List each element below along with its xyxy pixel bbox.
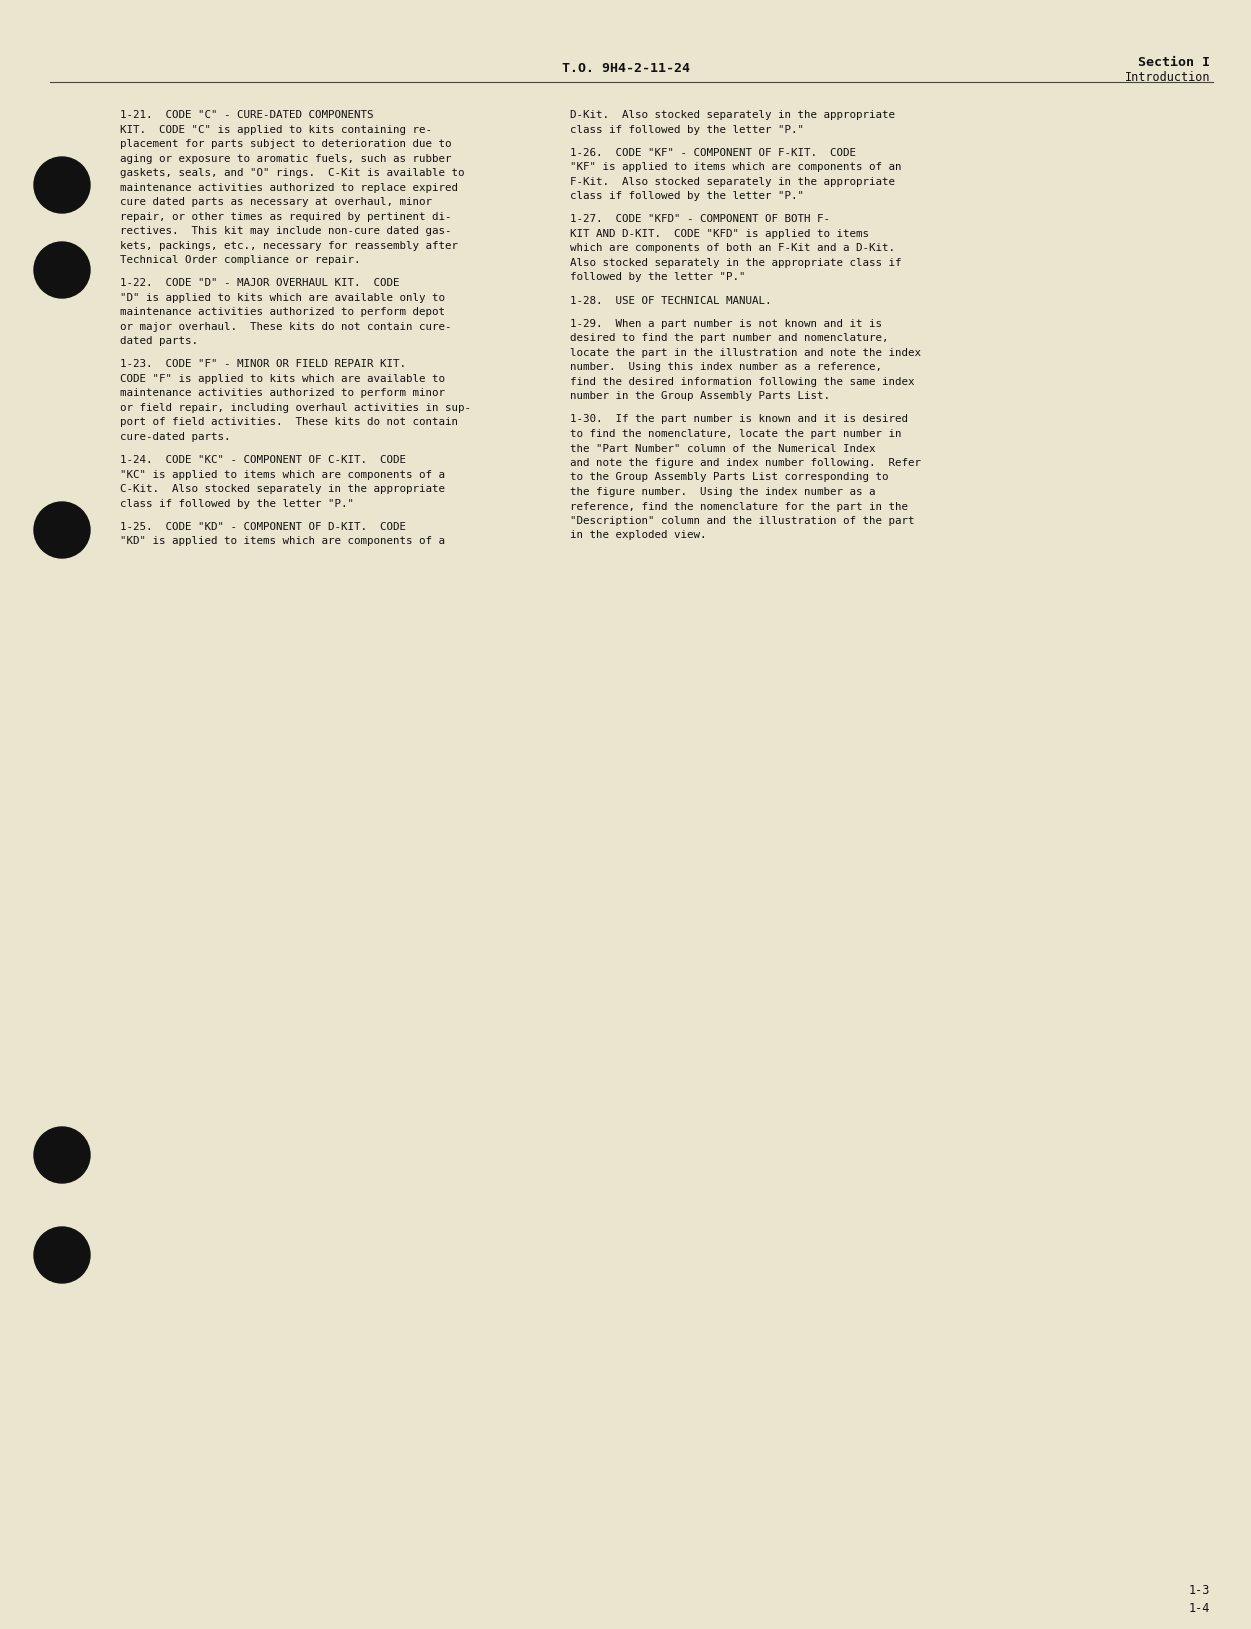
Text: 1-21.  CODE "C" - CURE-DATED COMPONENTS: 1-21. CODE "C" - CURE-DATED COMPONENTS	[120, 111, 374, 121]
Text: 1-4: 1-4	[1188, 1601, 1210, 1614]
Text: class if followed by the letter "P.": class if followed by the letter "P."	[570, 124, 804, 135]
Text: 1-27.  CODE "KFD" - COMPONENT OF BOTH F-: 1-27. CODE "KFD" - COMPONENT OF BOTH F-	[570, 215, 829, 225]
Circle shape	[34, 243, 90, 298]
Text: or field repair, including overhaul activities in sup-: or field repair, including overhaul acti…	[120, 402, 470, 412]
Text: "KD" is applied to items which are components of a: "KD" is applied to items which are compo…	[120, 536, 445, 546]
Text: cure-dated parts.: cure-dated parts.	[120, 432, 230, 441]
Text: Section I: Section I	[1138, 55, 1210, 68]
Text: KIT AND D-KIT.  CODE "KFD" is applied to items: KIT AND D-KIT. CODE "KFD" is applied to …	[570, 230, 869, 239]
Text: or major overhaul.  These kits do not contain cure-: or major overhaul. These kits do not con…	[120, 321, 452, 332]
Text: placement for parts subject to deterioration due to: placement for parts subject to deteriora…	[120, 138, 452, 148]
Text: "D" is applied to kits which are available only to: "D" is applied to kits which are availab…	[120, 293, 445, 303]
Text: repair, or other times as required by pertinent di-: repair, or other times as required by pe…	[120, 212, 452, 222]
Text: Also stocked separately in the appropriate class if: Also stocked separately in the appropria…	[570, 257, 902, 267]
Text: 1-30.  If the part number is known and it is desired: 1-30. If the part number is known and it…	[570, 414, 908, 425]
Text: to find the nomenclature, locate the part number in: to find the nomenclature, locate the par…	[570, 428, 902, 438]
Text: followed by the letter "P.": followed by the letter "P."	[570, 272, 746, 282]
Text: C-Kit.  Also stocked separately in the appropriate: C-Kit. Also stocked separately in the ap…	[120, 484, 445, 494]
Text: "Description" column and the illustration of the part: "Description" column and the illustratio…	[570, 516, 914, 526]
Text: maintenance activities authorized to perform depot: maintenance activities authorized to per…	[120, 308, 445, 318]
Text: KIT.  CODE "C" is applied to kits containing re-: KIT. CODE "C" is applied to kits contain…	[120, 124, 432, 135]
Text: the "Part Number" column of the Numerical Index: the "Part Number" column of the Numerica…	[570, 443, 876, 453]
Text: 1-3: 1-3	[1188, 1583, 1210, 1596]
Text: kets, packings, etc., necessary for reassembly after: kets, packings, etc., necessary for reas…	[120, 241, 458, 251]
Text: 1-22.  CODE "D" - MAJOR OVERHAUL KIT.  CODE: 1-22. CODE "D" - MAJOR OVERHAUL KIT. COD…	[120, 279, 399, 288]
Text: maintenance activities authorized to perform minor: maintenance activities authorized to per…	[120, 388, 445, 399]
Text: reference, find the nomenclature for the part in the: reference, find the nomenclature for the…	[570, 502, 908, 512]
Text: maintenance activities authorized to replace expired: maintenance activities authorized to rep…	[120, 182, 458, 192]
Text: the figure number.  Using the index number as a: the figure number. Using the index numbe…	[570, 487, 876, 497]
Text: desired to find the part number and nomenclature,: desired to find the part number and nome…	[570, 334, 888, 344]
Text: class if followed by the letter "P.": class if followed by the letter "P."	[570, 191, 804, 202]
Circle shape	[34, 156, 90, 213]
Text: rectives.  This kit may include non-cure dated gas-: rectives. This kit may include non-cure …	[120, 226, 452, 236]
Text: to the Group Assembly Parts List corresponding to: to the Group Assembly Parts List corresp…	[570, 472, 888, 482]
Text: number.  Using this index number as a reference,: number. Using this index number as a ref…	[570, 362, 882, 373]
Text: locate the part in the illustration and note the index: locate the part in the illustration and …	[570, 349, 921, 358]
Circle shape	[34, 1227, 90, 1284]
Text: CODE "F" is applied to kits which are available to: CODE "F" is applied to kits which are av…	[120, 375, 445, 384]
Text: "KF" is applied to items which are components of an: "KF" is applied to items which are compo…	[570, 163, 902, 173]
Text: cure dated parts as necessary at overhaul, minor: cure dated parts as necessary at overhau…	[120, 197, 432, 207]
Text: gaskets, seals, and "O" rings.  C-Kit is available to: gaskets, seals, and "O" rings. C-Kit is …	[120, 168, 464, 178]
Text: D-Kit.  Also stocked separately in the appropriate: D-Kit. Also stocked separately in the ap…	[570, 111, 894, 121]
Text: find the desired information following the same index: find the desired information following t…	[570, 376, 914, 386]
Text: 1-23.  CODE "F" - MINOR OR FIELD REPAIR KIT.: 1-23. CODE "F" - MINOR OR FIELD REPAIR K…	[120, 360, 407, 370]
Text: Technical Order compliance or repair.: Technical Order compliance or repair.	[120, 256, 360, 266]
Text: 1-24.  CODE "KC" - COMPONENT OF C-KIT.  CODE: 1-24. CODE "KC" - COMPONENT OF C-KIT. CO…	[120, 454, 407, 466]
Text: T.O. 9H4-2-11-24: T.O. 9H4-2-11-24	[562, 62, 689, 75]
Text: aging or exposure to aromatic fuels, such as rubber: aging or exposure to aromatic fuels, suc…	[120, 153, 452, 163]
Text: 1-28.  USE OF TECHNICAL MANUAL.: 1-28. USE OF TECHNICAL MANUAL.	[570, 295, 772, 306]
Text: class if followed by the letter "P.": class if followed by the letter "P."	[120, 498, 354, 508]
Text: port of field activities.  These kits do not contain: port of field activities. These kits do …	[120, 417, 458, 427]
Text: which are components of both an F-Kit and a D-Kit.: which are components of both an F-Kit an…	[570, 243, 894, 254]
Text: in the exploded view.: in the exploded view.	[570, 531, 707, 541]
Circle shape	[34, 502, 90, 559]
Text: 1-25.  CODE "KD" - COMPONENT OF D-KIT.  CODE: 1-25. CODE "KD" - COMPONENT OF D-KIT. CO…	[120, 521, 407, 531]
Text: Introduction: Introduction	[1125, 70, 1210, 83]
Text: 1-26.  CODE "KF" - COMPONENT OF F-KIT.  CODE: 1-26. CODE "KF" - COMPONENT OF F-KIT. CO…	[570, 148, 856, 158]
Circle shape	[34, 1127, 90, 1183]
Text: 1-29.  When a part number is not known and it is: 1-29. When a part number is not known an…	[570, 319, 882, 329]
Text: number in the Group Assembly Parts List.: number in the Group Assembly Parts List.	[570, 391, 829, 401]
Text: "KC" is applied to items which are components of a: "KC" is applied to items which are compo…	[120, 469, 445, 479]
Text: F-Kit.  Also stocked separately in the appropriate: F-Kit. Also stocked separately in the ap…	[570, 176, 894, 187]
Text: dated parts.: dated parts.	[120, 336, 198, 347]
Text: and note the figure and index number following.  Refer: and note the figure and index number fol…	[570, 458, 921, 468]
